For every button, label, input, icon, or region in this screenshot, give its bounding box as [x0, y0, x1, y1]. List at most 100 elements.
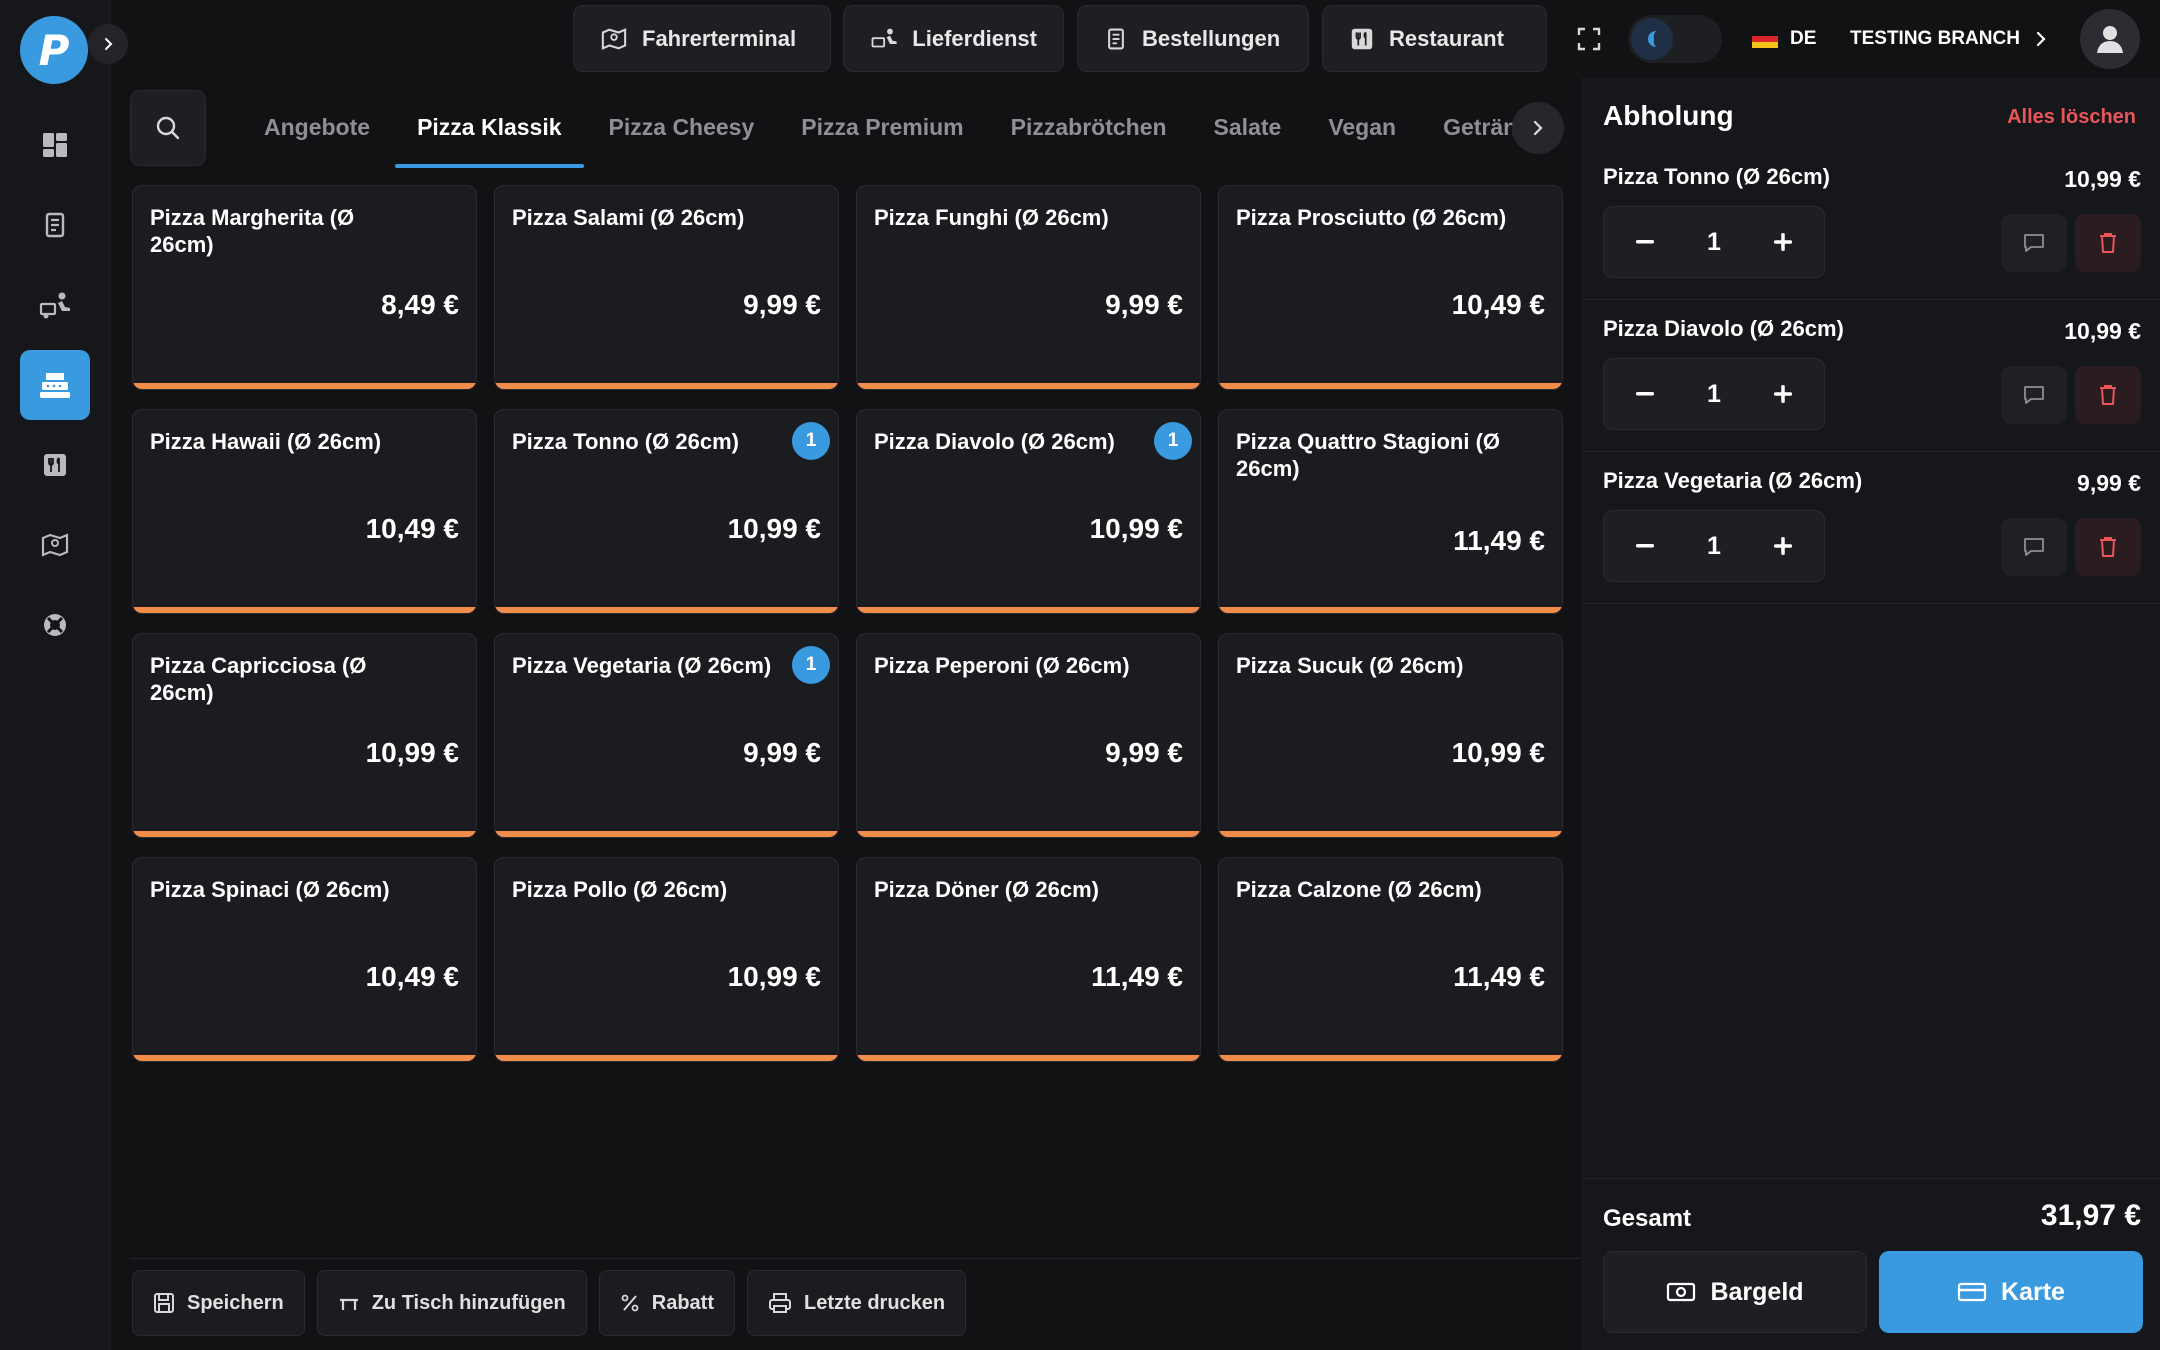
search-button[interactable]: [130, 90, 206, 166]
sidebar-item-support[interactable]: [20, 590, 90, 660]
print-last-label: Letzte drucken: [804, 1291, 946, 1314]
user-avatar[interactable]: [2080, 9, 2140, 69]
product-card[interactable]: Pizza Tonno (Ø 26cm) 10,99 € 1: [494, 409, 839, 614]
product-card[interactable]: Pizza Capricciosa (Ø 26cm) 10,99 €: [132, 633, 477, 838]
branch-name: TESTING BRANCH: [1850, 28, 2020, 49]
tab-category[interactable]: Pizza Cheesy: [608, 114, 755, 140]
product-price: 9,99 €: [743, 289, 821, 320]
product-card[interactable]: Pizza Quattro Stagioni (Ø 26cm) 11,49 €: [1218, 409, 1563, 614]
add-note-button[interactable]: [2001, 366, 2067, 424]
chevron-right-icon: [1533, 120, 1543, 136]
product-card[interactable]: Pizza Vegetaria (Ø 26cm) 9,99 € 1: [494, 633, 839, 838]
cash-icon: [1667, 1282, 1696, 1302]
receipt-icon: [45, 212, 65, 238]
product-price: 11,49 €: [1453, 961, 1545, 992]
restaurant-icon: [44, 454, 66, 476]
product-price: 10,49 €: [365, 513, 459, 544]
delivery-icon: [871, 28, 897, 47]
dashboard-icon: [43, 133, 67, 157]
tab-category[interactable]: Salate: [1213, 114, 1282, 140]
product-card[interactable]: Pizza Döner (Ø 26cm) 11,49 €: [856, 857, 1201, 1062]
clear-all-button[interactable]: Alles löschen: [2007, 106, 2136, 128]
driver-terminal-button[interactable]: Fahrerterminal: [573, 5, 831, 72]
theme-toggle[interactable]: [1628, 15, 1722, 63]
expand-sidebar-button[interactable]: [88, 24, 128, 64]
delivery-service-button[interactable]: Lieferdienst: [843, 5, 1064, 72]
increase-button[interactable]: [1766, 529, 1800, 563]
sidebar-item-pos[interactable]: [20, 350, 90, 420]
fullscreen-button[interactable]: [1568, 18, 1610, 60]
tab-category[interactable]: Vegan: [1328, 114, 1397, 140]
delete-item-button[interactable]: [2075, 518, 2141, 576]
sidebar-item-map[interactable]: [20, 510, 90, 580]
increase-button[interactable]: [1766, 225, 1800, 259]
cash-register-icon: [40, 373, 70, 398]
print-last-button[interactable]: Letzte drucken: [747, 1270, 967, 1336]
product-price: 10,99 €: [727, 513, 821, 544]
action-bar: Speichern Zu Tisch hinzufügen Rabatt Let…: [132, 1270, 967, 1336]
product-price: 10,49 €: [365, 961, 459, 992]
cart-title: Abholung: [1603, 100, 1734, 131]
add-note-button[interactable]: [2001, 214, 2067, 272]
comment-icon: [2024, 538, 2044, 556]
cart-footer: Gesamt 31,97 € Bargeld Karte: [1583, 1178, 2160, 1350]
decrease-button[interactable]: [1628, 225, 1662, 259]
product-card[interactable]: Pizza Calzone (Ø 26cm) 11,49 €: [1218, 857, 1563, 1062]
tab-category[interactable]: Pizza Premium: [801, 114, 964, 140]
cart-item-name: Pizza Vegetaria (Ø 26cm): [1603, 468, 1863, 493]
product-card[interactable]: Pizza Diavolo (Ø 26cm) 10,99 € 1: [856, 409, 1201, 614]
product-price: 11,49 €: [1453, 525, 1545, 556]
product-card[interactable]: Pizza Funghi (Ø 26cm) 9,99 €: [856, 185, 1201, 390]
product-name: Pizza Capricciosa (Ø 26cm): [150, 653, 367, 705]
product-name: Pizza Margherita (Ø 26cm): [150, 205, 355, 257]
quantity-badge: 1: [792, 422, 830, 460]
delete-item-button[interactable]: [2075, 366, 2141, 424]
sidebar-item-restaurant[interactable]: [20, 430, 90, 500]
product-card[interactable]: Pizza Hawaii (Ø 26cm) 10,49 €: [132, 409, 477, 614]
product-card[interactable]: Pizza Peperoni (Ø 26cm) 9,99 €: [856, 633, 1201, 838]
add-note-button[interactable]: [2001, 518, 2067, 576]
tab-category[interactable]: Angebote: [264, 114, 371, 140]
chevron-right-icon: [105, 38, 113, 50]
add-to-table-button[interactable]: Zu Tisch hinzufügen: [316, 1270, 587, 1336]
category-bar: Angebote Pizza Klassik Pizza Cheesy Pizza P…: [130, 90, 1566, 168]
tab-category[interactable]: Pizza Klassik: [395, 90, 585, 168]
orders-label: Bestellungen: [1142, 25, 1281, 51]
cart-item-price: 10,99 €: [2064, 166, 2141, 192]
delete-item-button[interactable]: [2075, 214, 2141, 272]
language-selector[interactable]: DE: [1752, 24, 1816, 54]
restaurant-button[interactable]: Restaurant: [1322, 5, 1547, 72]
product-card[interactable]: Pizza Margherita (Ø 26cm) 8,49 €: [132, 185, 477, 390]
product-card[interactable]: Pizza Spinaci (Ø 26cm) 10,49 €: [132, 857, 477, 1062]
quantity-badge: 1: [1154, 422, 1192, 460]
product-card[interactable]: Pizza Prosciutto (Ø 26cm) 10,49 €: [1218, 185, 1563, 390]
tabs-scroll-right-button[interactable]: [1512, 102, 1564, 154]
search-icon: [156, 116, 180, 140]
logo[interactable]: P: [20, 16, 88, 84]
orders-button[interactable]: Bestellungen: [1077, 5, 1309, 72]
product-name: Pizza Hawaii (Ø 26cm): [150, 429, 382, 454]
pay-cash-button[interactable]: Bargeld: [1603, 1251, 1867, 1333]
payment-buttons: Bargeld Karte: [1603, 1251, 2143, 1333]
sidebar-item-orders[interactable]: [20, 190, 90, 260]
sidebar-item-delivery[interactable]: [20, 270, 90, 340]
minus-icon: [1636, 544, 1654, 548]
decrease-button[interactable]: [1628, 529, 1662, 563]
product-card[interactable]: Pizza Pollo (Ø 26cm) 10,99 €: [494, 857, 839, 1062]
discount-button[interactable]: Rabatt: [598, 1270, 735, 1336]
sidebar-item-dashboard[interactable]: [20, 110, 90, 180]
tab-category[interactable]: Pizzabrötchen: [1010, 114, 1167, 140]
quantity-stepper: 1: [1603, 358, 1825, 430]
product-card[interactable]: Pizza Salami (Ø 26cm) 9,99 €: [494, 185, 839, 390]
product-grid: Pizza Margherita (Ø 26cm) 8,49 € Pizza Sal…: [132, 185, 1564, 1062]
pay-card-label: Karte: [2001, 1277, 2065, 1306]
save-button[interactable]: Speichern: [132, 1270, 305, 1336]
restaurant-label: Restaurant: [1389, 25, 1504, 51]
pay-card-button[interactable]: Karte: [1879, 1251, 2143, 1333]
decrease-button[interactable]: [1628, 377, 1662, 411]
product-card[interactable]: Pizza Sucuk (Ø 26cm) 10,99 €: [1218, 633, 1563, 838]
branch-selector[interactable]: TESTING BRANCH: [1850, 24, 2048, 54]
sidebar-nav: [20, 110, 90, 670]
increase-button[interactable]: [1766, 377, 1800, 411]
quantity-stepper: 1: [1603, 510, 1825, 582]
